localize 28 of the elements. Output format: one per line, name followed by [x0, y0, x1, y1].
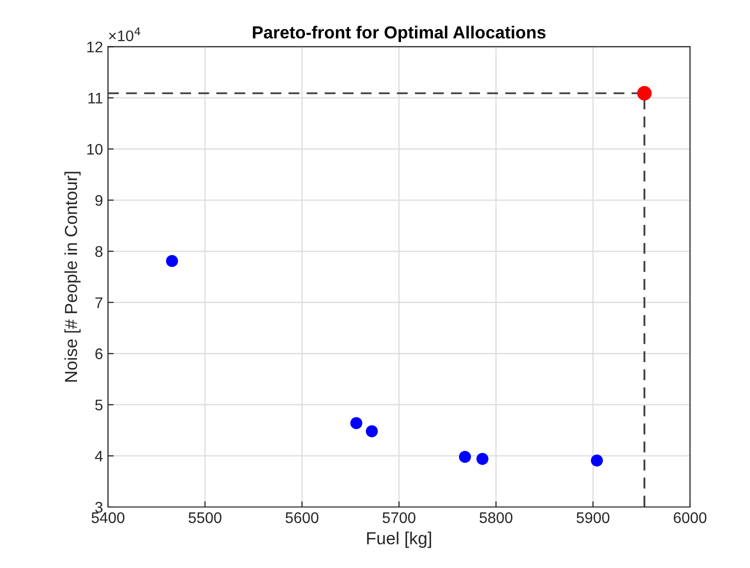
point: [350, 417, 362, 430]
y-tick-label: 8: [95, 246, 102, 257]
x-tick-label: 6000: [674, 512, 706, 524]
point: [458, 450, 471, 463]
y-tick-label: 4: [94, 450, 103, 462]
point: [590, 454, 603, 466]
x-tick-label: 5900: [576, 512, 610, 524]
y-tick-label: 11: [88, 92, 102, 104]
x-tick-label: 5800: [480, 512, 512, 524]
x-tick-label: 5700: [382, 512, 416, 524]
y-tick-label: 9: [95, 195, 102, 206]
y-tick-label: 6: [95, 348, 102, 360]
point: [366, 425, 378, 438]
y-tick-label: 12: [87, 42, 102, 52]
point: [166, 254, 178, 268]
chart-title: Pareto-front for Optimal Allocations: [252, 26, 546, 42]
x-tick-label: 5500: [188, 512, 222, 524]
y-tick-label: 10: [87, 144, 103, 155]
y-tick-label: 5: [95, 400, 102, 410]
y-axis-title: Noise [# People in Contour]: [64, 172, 81, 382]
x-tick-label: 5400: [92, 512, 124, 524]
y-tick-label: 3: [95, 502, 102, 513]
y-tick-label: 7: [95, 297, 102, 308]
point: [637, 86, 652, 101]
x-axis-title: Fuel [kg]: [367, 532, 432, 548]
text: ×10$^{4}$: [109, 27, 140, 42]
point: [476, 452, 488, 465]
x-tick-label: 5600: [286, 512, 318, 524]
